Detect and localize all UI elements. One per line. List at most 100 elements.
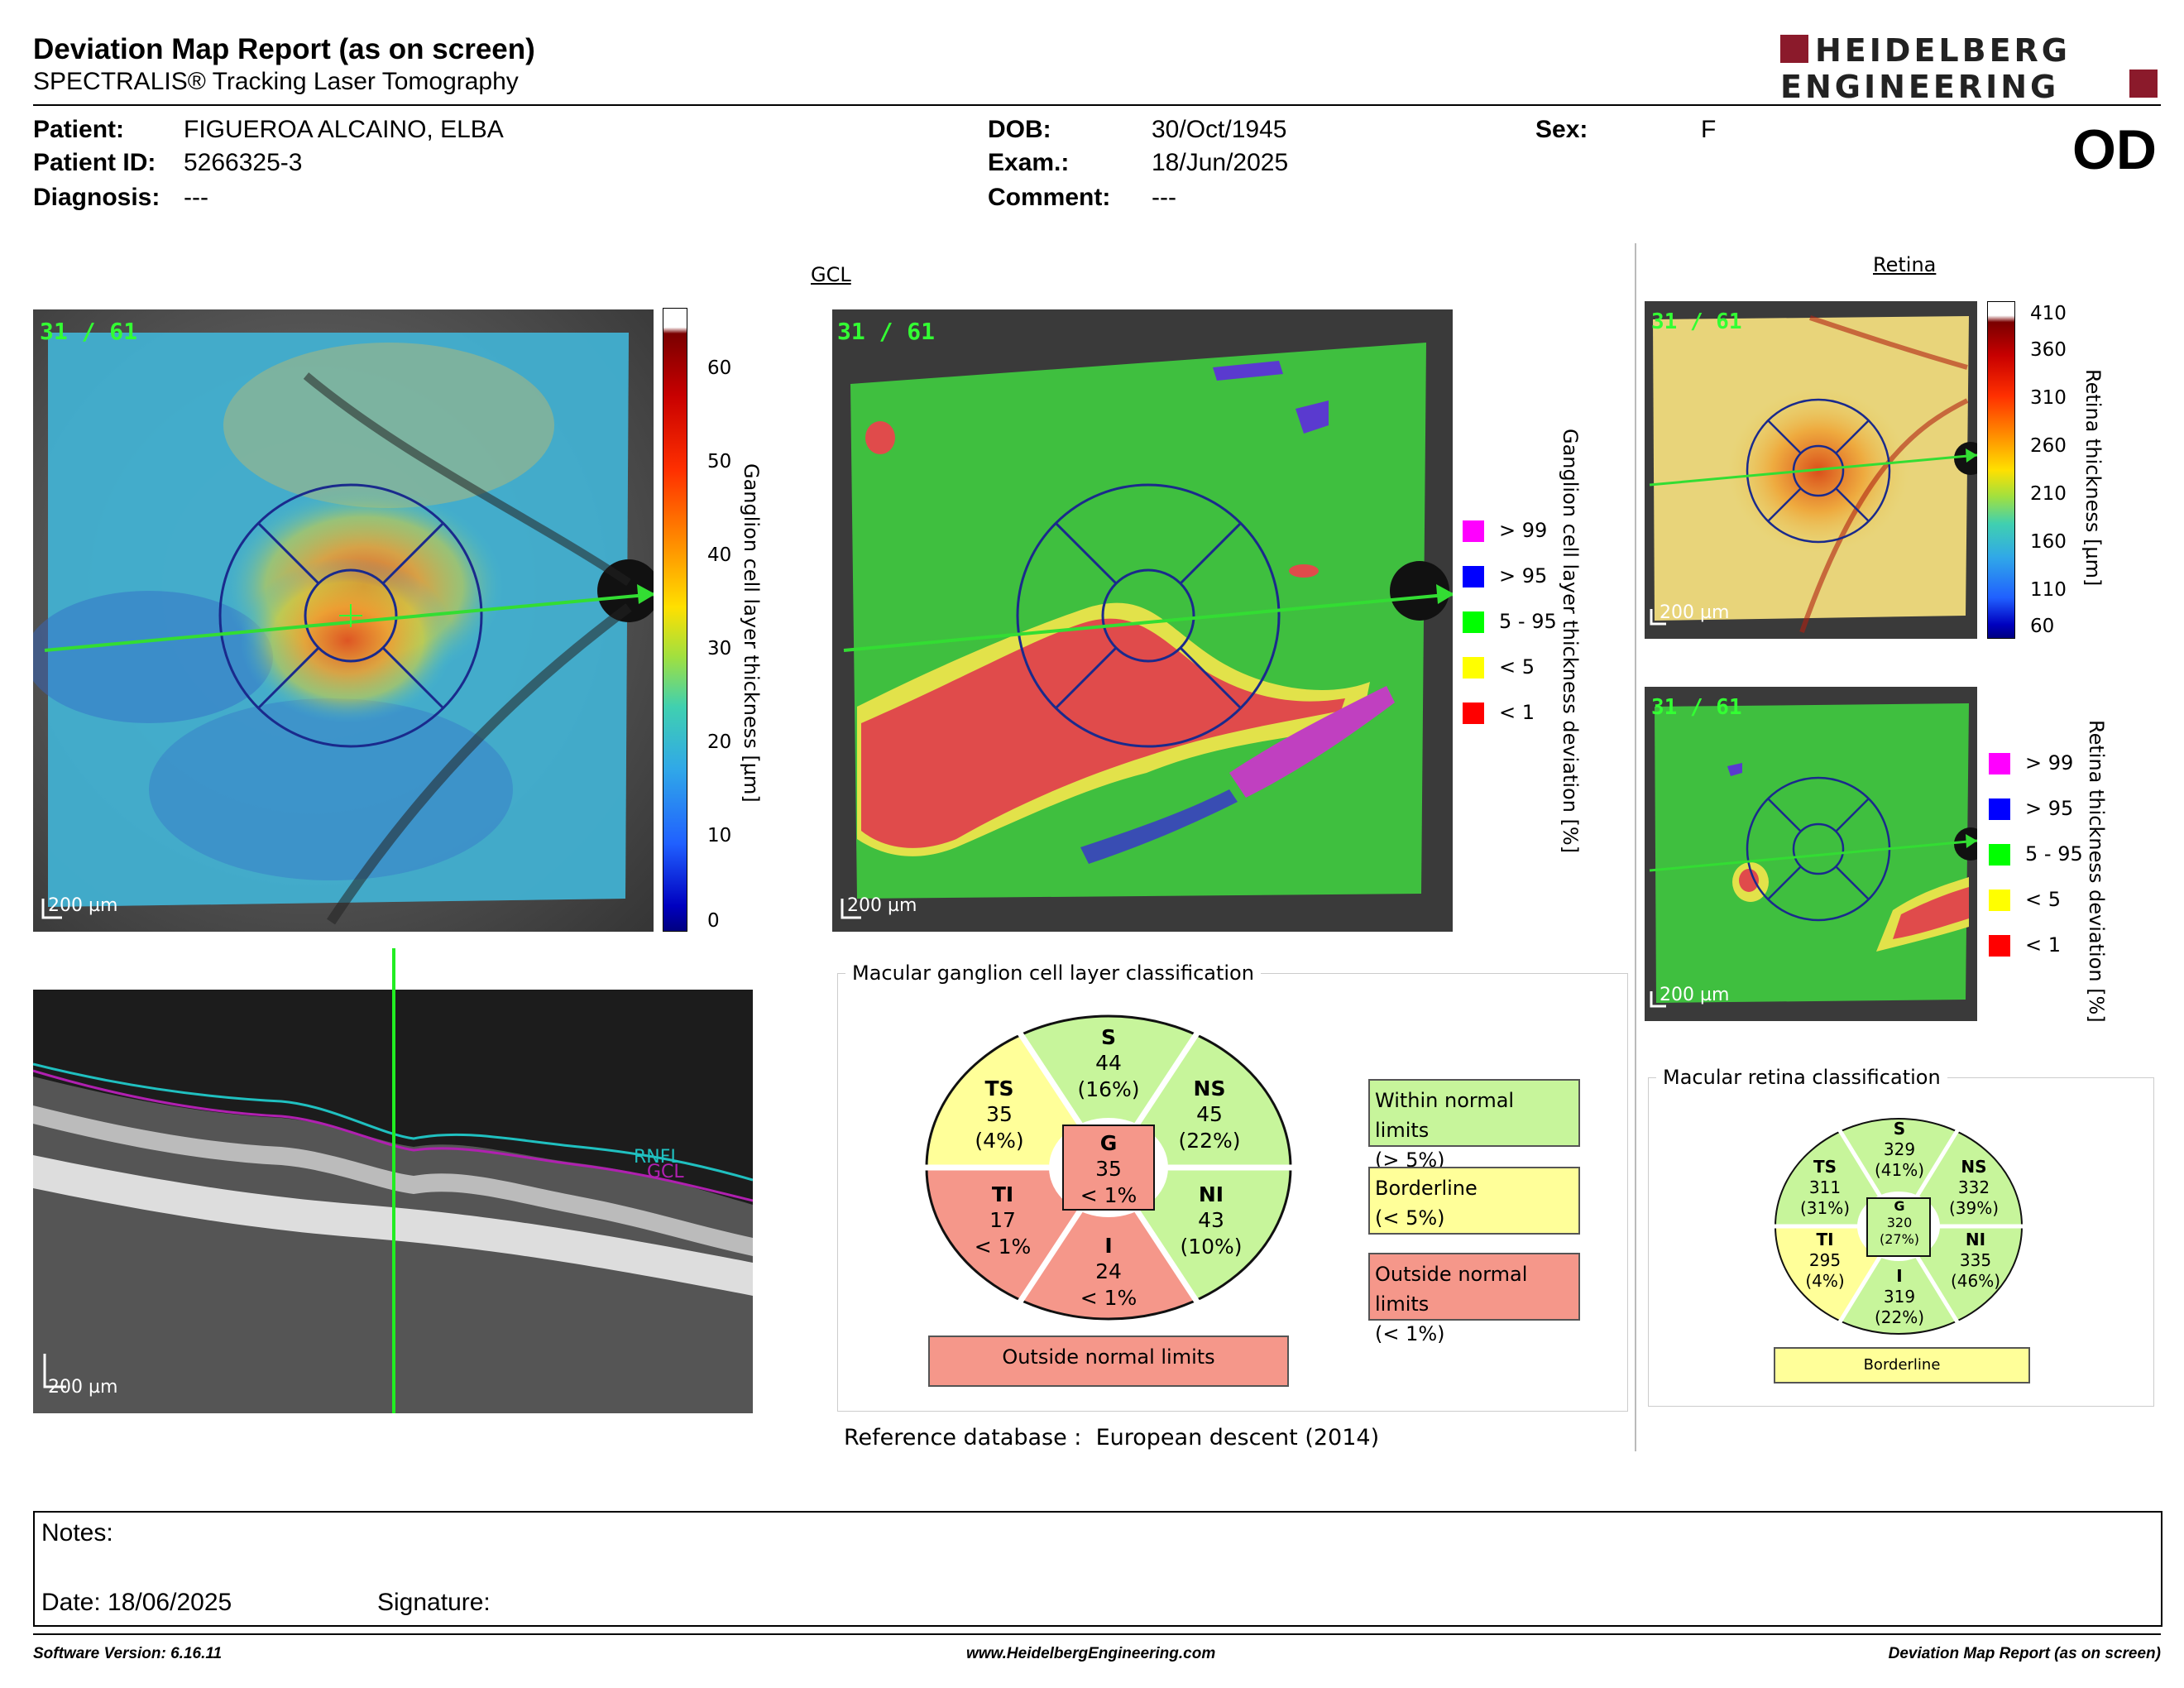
gcl-thickness-scale: 200 µm bbox=[48, 895, 118, 916]
gcl-tick-50: 50 bbox=[707, 451, 732, 472]
gcl-legend-5-95: 5 - 95 bbox=[1463, 610, 1557, 633]
gcl-legend-gt95: > 95 bbox=[1463, 564, 1547, 587]
retina-sector-ts: TS 311 (31%) bbox=[1799, 1157, 1851, 1218]
gcl-sector-ni: NI 43 (10%) bbox=[1180, 1182, 1243, 1259]
sex-value: F bbox=[1701, 116, 1717, 143]
patient-id: 5266325-3 bbox=[184, 149, 303, 176]
patient-name: FIGUEROA ALCAINO, ELBA bbox=[184, 116, 504, 143]
gcl-deviation-axis-label: Ganglion cell layer thickness deviation … bbox=[1559, 429, 1582, 854]
retina-tick-210: 210 bbox=[2030, 483, 2067, 505]
retina-sector-g: G 320 (27%) bbox=[1879, 1198, 1920, 1247]
retina-deviation-scale: 200 µm bbox=[1660, 985, 1730, 1005]
retina-tick-310: 310 bbox=[2030, 387, 2067, 409]
gcl-sector-ti: TI 17 < 1% bbox=[974, 1182, 1032, 1259]
gcl-classification-result: Outside normal limits bbox=[928, 1336, 1289, 1387]
footer-software-version: Software Version: 6.16.11 bbox=[33, 1645, 223, 1662]
gcl-thickness-frame: 31 / 61 bbox=[40, 318, 138, 345]
retina-legend-lt5: < 5 bbox=[1989, 888, 2061, 911]
comment-label: Comment: bbox=[988, 184, 1111, 211]
reference-database: Reference database : European descent (2… bbox=[844, 1425, 1380, 1451]
retina-deviation-axis-label: Retina thickness deviation [%] bbox=[2085, 720, 2108, 1023]
retina-thickness-colorbar bbox=[1987, 301, 2015, 639]
diagnosis-label: Diagnosis: bbox=[33, 184, 160, 211]
gcl-sector-chart bbox=[925, 1013, 1292, 1322]
gcl-tick-40: 40 bbox=[707, 544, 732, 566]
retina-legend-gt99: > 99 bbox=[1989, 751, 2073, 774]
gcl-tick-20: 20 bbox=[707, 731, 732, 753]
notes-date: Date: 18/06/2025 bbox=[41, 1589, 232, 1616]
footer-website[interactable]: www.HeidelbergEngineering.com bbox=[966, 1645, 1216, 1662]
retina-sector-chart bbox=[1774, 1115, 2024, 1337]
retina-thickness-axis-label: Retina thickness [µm] bbox=[2081, 369, 2105, 587]
svg-text:ENGINEERING: ENGINEERING bbox=[1780, 69, 2059, 101]
gcl-tick-60: 60 bbox=[707, 357, 732, 379]
gcl-deviation-frame: 31 / 61 bbox=[837, 318, 936, 345]
report-title: Deviation Map Report (as on screen) bbox=[33, 33, 535, 65]
retina-sector-ni: NI 335 (46%) bbox=[1950, 1230, 2001, 1291]
gcl-panel-title: GCL bbox=[811, 263, 851, 286]
retina-tick-110: 110 bbox=[2030, 579, 2067, 601]
exam-value: 18/Jun/2025 bbox=[1152, 149, 1289, 176]
legend-within-normal: Within normal limits (> 5%) bbox=[1368, 1079, 1580, 1172]
gcl-sector-i: I 24 < 1% bbox=[1080, 1234, 1138, 1310]
exam-label: Exam.: bbox=[988, 149, 1070, 176]
retina-classification-result: Borderline bbox=[1774, 1347, 2030, 1383]
gcl-legend-lt1: < 1 bbox=[1463, 701, 1535, 724]
heidelberg-logo: HEIDELBERG ENGINEERING bbox=[1780, 31, 2161, 105]
gcl-sector-s: S 44 (16%) bbox=[1077, 1025, 1140, 1101]
retina-thickness-scale: 200 µm bbox=[1660, 602, 1730, 623]
diagnosis-value: --- bbox=[184, 184, 208, 211]
gcl-thickness-colorbar bbox=[663, 308, 687, 932]
retina-legend-lt1: < 1 bbox=[1989, 933, 2061, 957]
retina-deviation-map bbox=[1645, 687, 1977, 1021]
retina-legend-5-95: 5 - 95 bbox=[1989, 842, 2083, 866]
svg-text:HEIDELBERG: HEIDELBERG bbox=[1815, 32, 2071, 69]
patient-id-label: Patient ID: bbox=[33, 149, 156, 176]
retina-deviation-frame: 31 / 61 bbox=[1651, 695, 1742, 720]
section-divider bbox=[1635, 243, 1636, 1451]
notes-box[interactable]: Notes: Date: 18/06/2025 Signature: bbox=[33, 1511, 2162, 1627]
gcl-tick-30: 30 bbox=[707, 638, 732, 659]
retina-tick-60: 60 bbox=[2030, 616, 2055, 637]
sex-label: Sex: bbox=[1535, 116, 1588, 143]
retina-panel-title: Retina bbox=[1873, 253, 1937, 276]
bscan-rnfl-label: RNFL bbox=[634, 1147, 681, 1168]
retina-classification-title: Macular retina classification bbox=[1656, 1066, 1947, 1089]
gcl-deviation-scale: 200 µm bbox=[847, 895, 917, 916]
oct-bscan bbox=[33, 948, 753, 1413]
legend-borderline: Borderline (< 5%) bbox=[1368, 1167, 1580, 1235]
eye-indicator: OD bbox=[2072, 118, 2157, 181]
retina-tick-360: 360 bbox=[2030, 339, 2067, 361]
retina-sector-s: S 329 (41%) bbox=[1874, 1119, 1925, 1180]
gcl-deviation-map bbox=[832, 309, 1453, 932]
legend-outside-normal: Outside normal limits (< 1%) bbox=[1368, 1253, 1580, 1345]
retina-legend-gt95: > 95 bbox=[1989, 797, 2073, 820]
gcl-tick-10: 10 bbox=[707, 825, 732, 846]
gcl-sector-ns: NS 45 (22%) bbox=[1178, 1077, 1241, 1153]
retina-sector-ti: TI 295 (4%) bbox=[1805, 1230, 1845, 1291]
dob-label: DOB: bbox=[988, 116, 1051, 143]
retina-thickness-frame: 31 / 61 bbox=[1651, 309, 1742, 334]
gcl-thickness-axis-label: Ganglion cell layer thickness [µm] bbox=[740, 463, 763, 803]
bscan-scale: 200 µm bbox=[48, 1377, 118, 1398]
retina-sector-ns: NS 332 (39%) bbox=[1948, 1157, 2000, 1218]
retina-sector-i: I 319 (22%) bbox=[1874, 1266, 1925, 1327]
gcl-legend-gt99: > 99 bbox=[1463, 519, 1547, 542]
report-subtitle: SPECTRALIS® Tracking Laser Tomography bbox=[33, 68, 519, 95]
gcl-tick-0: 0 bbox=[707, 910, 720, 932]
notes-label: Notes: bbox=[41, 1519, 113, 1547]
bscan-gcl-label: GCL bbox=[647, 1162, 684, 1182]
footer-report-name: Deviation Map Report (as on screen) bbox=[1888, 1645, 2161, 1662]
retina-thickness-map bbox=[1645, 301, 1977, 639]
retina-tick-160: 160 bbox=[2030, 531, 2067, 553]
gcl-sector-g: G 35 < 1% bbox=[1080, 1131, 1138, 1207]
retina-tick-260: 260 bbox=[2030, 435, 2067, 457]
notes-signature: Signature: bbox=[377, 1589, 491, 1616]
gcl-thickness-map bbox=[33, 309, 654, 932]
gcl-legend-lt5: < 5 bbox=[1463, 655, 1535, 679]
gcl-sector-ts: TS 35 (4%) bbox=[975, 1077, 1024, 1153]
gcl-classification-title: Macular ganglion cell layer classificati… bbox=[845, 961, 1261, 985]
patient-name-label: Patient: bbox=[33, 116, 125, 143]
retina-tick-410: 410 bbox=[2030, 303, 2067, 324]
comment-value: --- bbox=[1152, 184, 1176, 211]
